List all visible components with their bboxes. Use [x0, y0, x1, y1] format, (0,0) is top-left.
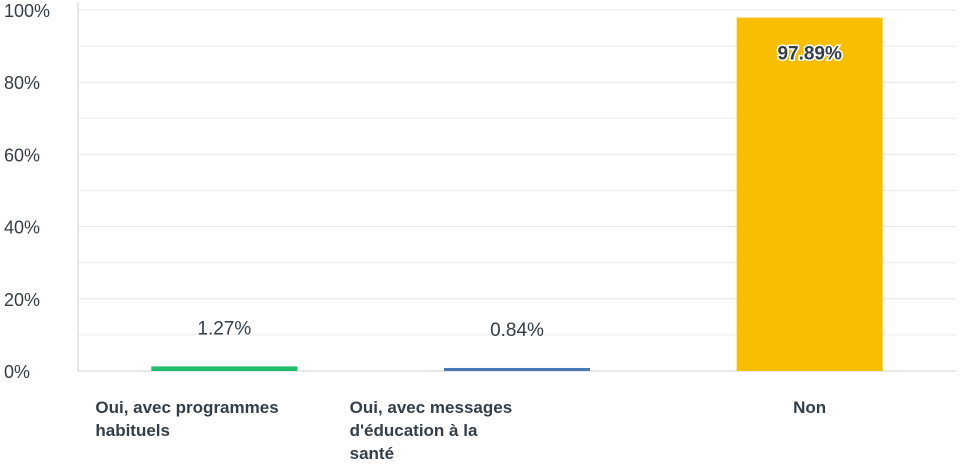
y-tick-label: 80% [4, 73, 40, 93]
data-label: 1.27% [197, 318, 251, 339]
bars [151, 17, 883, 372]
x-axis-categories: Oui, avec programmes habituels Oui, avec m… [95, 398, 826, 463]
x-category-label: Oui, avec messages d'éducation à la santé [350, 398, 513, 463]
y-tick-label: 40% [4, 218, 40, 238]
y-tick-label: 0% [4, 362, 30, 382]
y-tick-label: 60% [4, 145, 40, 165]
y-tick-label: 100% [4, 1, 50, 21]
x-category-label: Oui, avec programmes habituels [95, 398, 278, 440]
data-label: 0.84% [490, 320, 544, 341]
data-label: 97.89% [777, 44, 842, 65]
gridlines [78, 9, 956, 336]
bar [151, 366, 298, 371]
x-category-label: Non [793, 398, 826, 417]
bar [444, 367, 590, 371]
y-axis-ticks: 0% 20% 40% 60% 80% 100% [4, 1, 50, 382]
y-tick-label: 20% [4, 290, 40, 310]
data-labels: 1.27% 0.84% 97.89% [197, 42, 843, 341]
bar [736, 17, 883, 372]
